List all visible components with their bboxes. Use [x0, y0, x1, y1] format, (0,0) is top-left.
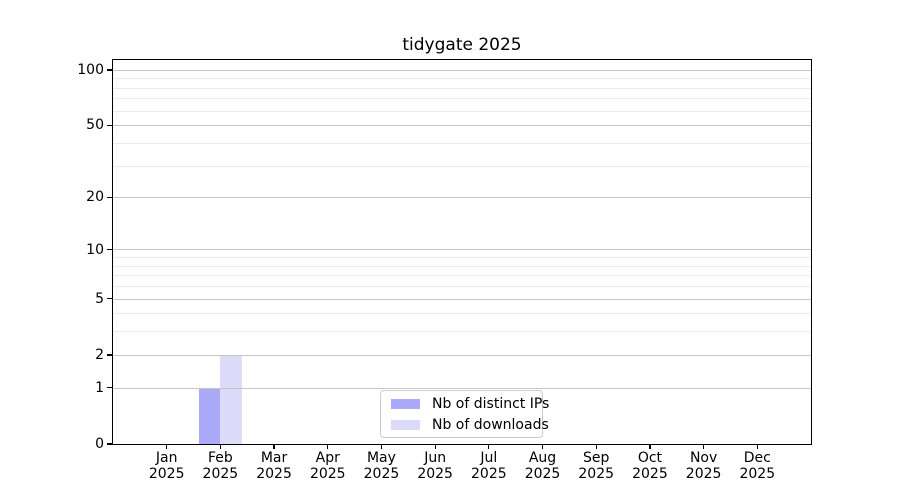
legend-swatch-distinct-ips — [391, 398, 420, 409]
y-tick-label: 1 — [95, 379, 104, 396]
y-tick-label: 5 — [95, 290, 104, 307]
x-tick-mark — [380, 444, 383, 449]
y-tick-mark — [106, 387, 113, 389]
legend-item-downloads: Nb of downloads — [391, 417, 549, 433]
x-tick-label: Sep 2025 — [556, 450, 636, 482]
x-tick-label: Feb 2025 — [180, 450, 260, 482]
x-tick-year: 2025 — [471, 465, 507, 482]
x-tick-year: 2025 — [685, 465, 722, 482]
legend-label-distinct-ips: Nb of distinct IPs — [432, 395, 550, 412]
major-gridline — [112, 354, 811, 356]
x-tick-label: May 2025 — [341, 450, 421, 482]
minor-gridline — [112, 78, 811, 80]
legend-swatch-downloads — [391, 419, 420, 430]
y-tick-label: 10 — [86, 241, 104, 258]
minor-gridline — [112, 87, 811, 89]
x-tick-label: Aug 2025 — [503, 450, 583, 482]
x-tick-mark — [649, 444, 651, 449]
x-tick-year: 2025 — [524, 465, 561, 482]
minor-gridline — [112, 313, 811, 315]
x-tick-month: Sep — [583, 450, 610, 466]
major-gridline — [112, 249, 811, 251]
y-tick-mark — [106, 196, 113, 198]
x-tick-year: 2025 — [148, 465, 185, 482]
x-tick-label: Jun 2025 — [395, 450, 475, 482]
x-tick-month: Jul — [480, 450, 498, 466]
x-tick-mark — [541, 444, 544, 449]
bar-nb-of-distinct-ips — [198, 387, 221, 444]
x-tick-mark — [273, 444, 275, 449]
x-tick-mark — [327, 444, 329, 449]
x-tick-year: 2025 — [739, 465, 776, 482]
y-tick-mark — [106, 249, 113, 251]
legend-label-downloads: Nb of downloads — [432, 416, 549, 433]
x-tick-year: 2025 — [578, 465, 615, 482]
minor-gridline — [112, 331, 811, 333]
x-tick-year: 2025 — [632, 465, 668, 482]
major-gridline — [112, 125, 811, 127]
minor-gridline — [112, 142, 811, 144]
y-tick-label: 0 — [95, 436, 104, 452]
major-gridline — [112, 197, 811, 199]
y-tick-label: 2 — [95, 346, 104, 363]
y-tick-mark — [106, 354, 113, 356]
x-tick-mark — [488, 444, 490, 449]
x-tick-month: May — [366, 450, 396, 466]
major-gridline — [112, 298, 811, 300]
minor-gridline — [112, 110, 811, 112]
x-tick-mark — [702, 444, 705, 449]
legend: Nb of distinct IPs Nb of downloads — [380, 390, 549, 438]
x-tick-month: Aug — [528, 450, 557, 466]
x-tick-label: Apr 2025 — [288, 450, 368, 482]
x-tick-label: Jul 2025 — [449, 450, 529, 482]
minor-gridline — [112, 165, 811, 167]
y-tick-mark — [106, 124, 113, 127]
x-tick-label: Mar 2025 — [234, 450, 314, 482]
x-tick-month: Oct — [637, 450, 663, 466]
x-tick-year: 2025 — [363, 465, 400, 482]
minor-gridline — [112, 98, 811, 100]
minor-gridline — [112, 275, 811, 277]
minor-gridline — [112, 265, 811, 267]
plot-area — [111, 58, 812, 445]
y-tick-label: 100 — [77, 62, 104, 78]
x-tick-month: Feb — [207, 450, 233, 466]
x-tick-label: Nov 2025 — [664, 450, 744, 482]
x-tick-month: Jun — [424, 450, 447, 466]
x-tick-year: 2025 — [417, 465, 453, 482]
x-tick-month: Apr — [315, 450, 340, 466]
major-gridline — [112, 387, 811, 389]
chart-title: tidygate 2025 — [402, 35, 522, 55]
x-tick-year: 2025 — [309, 465, 346, 482]
x-tick-year: 2025 — [256, 465, 292, 482]
x-tick-mark — [219, 444, 222, 449]
x-tick-mark — [756, 444, 758, 449]
y-tick-mark — [106, 298, 113, 300]
x-tick-mark — [434, 444, 436, 449]
minor-gridline — [112, 257, 811, 259]
y-tick-mark — [106, 443, 113, 445]
x-tick-year: 2025 — [202, 465, 239, 482]
x-tick-mark — [595, 444, 597, 449]
minor-gridline — [112, 286, 811, 288]
x-tick-month: Dec — [743, 450, 771, 466]
x-tick-month: Nov — [689, 450, 718, 466]
x-tick-mark — [166, 444, 168, 449]
y-tick-label: 50 — [86, 117, 104, 134]
legend-item-distinct-ips: Nb of distinct IPs — [391, 396, 549, 412]
major-gridline — [112, 69, 811, 71]
x-tick-label: Dec 2025 — [717, 450, 797, 482]
bar-nb-of-downloads — [220, 354, 242, 444]
x-tick-label: Oct 2025 — [610, 450, 690, 482]
x-tick-label: Jan 2025 — [127, 450, 207, 482]
x-tick-month: Jan — [155, 450, 178, 466]
y-tick-label: 20 — [86, 189, 104, 206]
y-tick-mark — [106, 69, 113, 71]
x-tick-month: Mar — [260, 450, 288, 466]
